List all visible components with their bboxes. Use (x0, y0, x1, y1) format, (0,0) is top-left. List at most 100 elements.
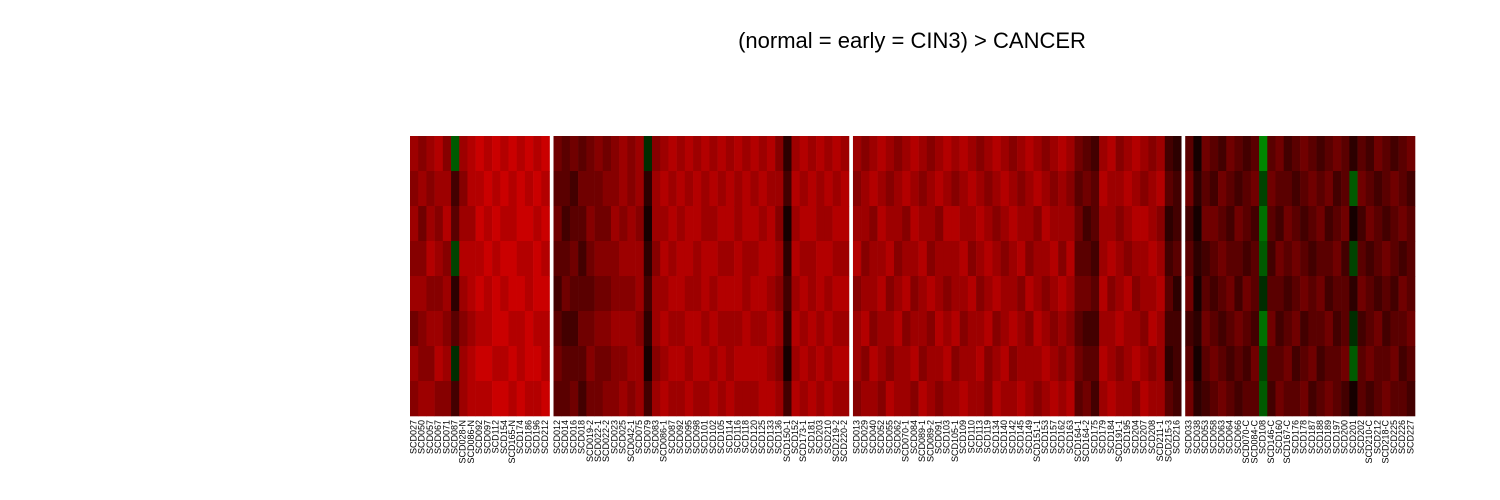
column-label: SCD113 (975, 420, 985, 453)
heatmap-cell (693, 206, 702, 242)
column-label: SCD184 (1106, 420, 1116, 454)
column-label: SCD142 (1007, 420, 1017, 454)
heatmap-cell (1390, 381, 1399, 417)
heatmap-cell (1406, 276, 1416, 312)
heatmap-cell (709, 346, 718, 382)
heatmap-cell (1173, 136, 1182, 172)
heatmap-cell (1058, 241, 1067, 277)
heatmap-cell (775, 276, 784, 312)
heatmap-cell (910, 171, 919, 207)
heatmap-cell (586, 136, 595, 172)
heatmap-cell (451, 136, 460, 172)
heatmap-cell (492, 276, 501, 312)
heatmap-cell (483, 171, 493, 207)
heatmap-cell (758, 381, 768, 417)
heatmap-cell (475, 206, 485, 242)
heatmap-cell (992, 311, 1001, 347)
heatmap-cell (1300, 136, 1309, 172)
heatmap-cell (1185, 171, 1194, 207)
heatmap-cell (852, 311, 862, 347)
column-label: SCD083 (650, 420, 660, 454)
heatmap-cell (861, 311, 870, 347)
heatmap-cell (1082, 311, 1092, 347)
heatmap-cell (1066, 311, 1075, 347)
heatmap-cell (935, 206, 944, 242)
heatmap-cell (1099, 311, 1108, 347)
heatmap-cell (783, 206, 792, 242)
heatmap-cell (1017, 206, 1026, 242)
heatmap-cell (426, 311, 435, 347)
heatmap-cell (976, 311, 985, 347)
heatmap-cell (541, 206, 550, 242)
heatmap-cell (766, 171, 776, 207)
heatmap-cell (1164, 276, 1174, 312)
heatmap-cell (1115, 381, 1125, 417)
heatmap-cell (1185, 276, 1194, 312)
heatmap-cell (824, 381, 833, 417)
heatmap-cell (467, 346, 476, 382)
heatmap-cell (1008, 241, 1018, 277)
heatmap-cell (943, 206, 952, 242)
heatmap-cell (1017, 171, 1026, 207)
heatmap-cell (1025, 171, 1034, 207)
heatmap-cell (1242, 241, 1252, 277)
column-label: SCD101 (700, 420, 710, 454)
heatmap-cell (1140, 276, 1149, 312)
heatmap-cell (951, 311, 960, 347)
heatmap-cell (734, 311, 743, 347)
column-label: SCD071 (441, 420, 451, 454)
heatmap-cell (1148, 346, 1157, 382)
heatmap-cell (1365, 136, 1375, 172)
heatmap-cell (660, 241, 669, 277)
heatmap-cell (1148, 241, 1157, 277)
column-label: SCD089-2 (925, 420, 935, 462)
heatmap-cell (508, 276, 517, 312)
heatmap-cell (832, 241, 842, 277)
heatmap-cell (1341, 241, 1350, 277)
heatmap-cell (619, 171, 628, 207)
heatmap-cell (1398, 171, 1408, 207)
column-label: SCD019-2 (585, 420, 595, 462)
heatmap-cell (766, 311, 776, 347)
column-label: SCD165-N (507, 420, 517, 464)
heatmap-cell (1033, 311, 1043, 347)
heatmap-cell (410, 171, 419, 207)
heatmap-cell (500, 206, 509, 242)
heatmap-cell (627, 346, 636, 382)
heatmap-cell (1033, 381, 1043, 417)
column-label: SCD105 (716, 420, 726, 454)
heatmap-cell (418, 276, 427, 312)
heatmap-cell (668, 381, 677, 417)
heatmap-cell (902, 276, 911, 312)
heatmap-cell (951, 346, 960, 382)
heatmap-cell (500, 311, 509, 347)
column-label: SCD133 (765, 420, 775, 454)
heatmap-cell (1115, 171, 1125, 207)
heatmap-cell (1082, 346, 1092, 382)
heatmap-cell (1242, 136, 1252, 172)
heatmap-cell (1373, 241, 1383, 277)
column-label: SCD087 (667, 420, 677, 454)
column-label: SCD042-1 (626, 420, 636, 462)
heatmap-cell (1226, 346, 1235, 382)
heatmap-cell (492, 206, 501, 242)
heatmap-cell (1365, 206, 1375, 242)
heatmap-cell (418, 171, 427, 207)
heatmap-cell (1115, 136, 1125, 172)
heatmap-cell (1164, 346, 1174, 382)
heatmap-cell (426, 346, 435, 382)
heatmap-cell (1267, 136, 1276, 172)
heatmap-cell (1324, 136, 1334, 172)
heatmap-cell (1193, 381, 1202, 417)
heatmap-cell (758, 241, 768, 277)
heatmap-cell (643, 171, 653, 207)
heatmap-cell (1300, 276, 1309, 312)
heatmap-cell (1131, 171, 1141, 207)
heatmap-cell (910, 136, 919, 172)
heatmap-cell (1164, 136, 1174, 172)
heatmap-cell (1115, 276, 1125, 312)
column-label: SCD070-1 (901, 420, 911, 462)
heatmap-cell (635, 136, 645, 172)
heatmap-cell (586, 276, 595, 312)
heatmap-cell (533, 346, 542, 382)
